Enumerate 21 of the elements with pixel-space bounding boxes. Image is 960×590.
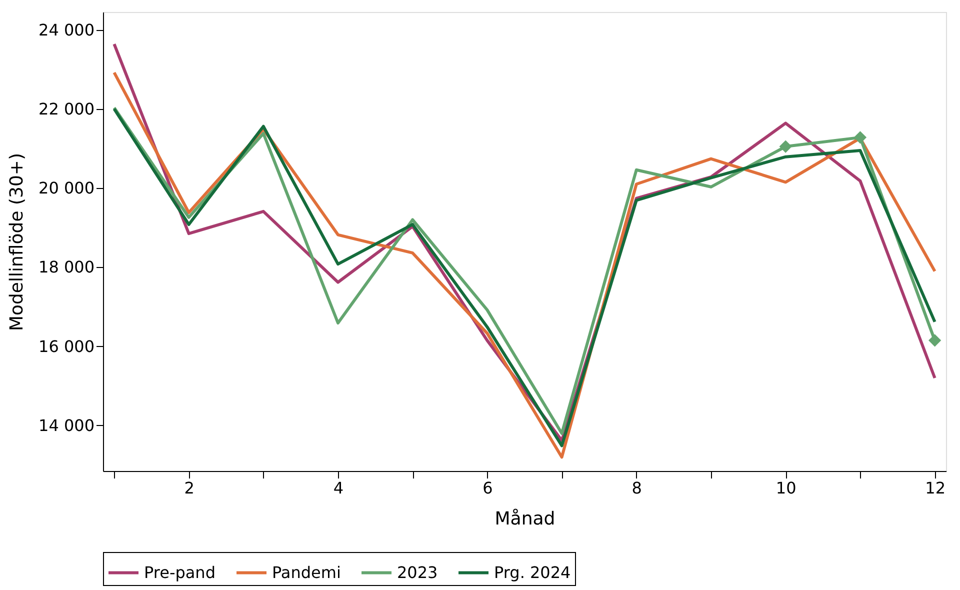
point [854,131,867,144]
x-tick-label: 6 [482,478,493,498]
y-tick-label: 24 000 [38,20,94,40]
y-tick-label: 16 000 [38,336,94,356]
point [779,140,792,153]
x-tick-label: 4 [333,478,344,498]
x-tick-label: 2 [184,478,194,498]
y-tick-label: 14 000 [38,416,94,435]
legend-label: 2023 [397,562,438,582]
y-tick-label: 22 000 [38,99,94,118]
x-tick-label: 10 [776,478,796,498]
x-axis-title: Månad [494,508,556,530]
y-axis-title: Modellinflöde (30+) [6,152,28,332]
point [928,334,942,347]
x-tick-label: 12 [925,478,946,498]
y-tick-label: 18 000 [38,258,94,277]
y-tick-label: 20 000 [38,178,94,198]
legend-label: Pandemi [272,562,341,582]
legend-label: Prg. 2024 [494,562,571,582]
legend-label: Pre-pand [144,562,216,582]
x-tick-label: 8 [632,478,642,498]
